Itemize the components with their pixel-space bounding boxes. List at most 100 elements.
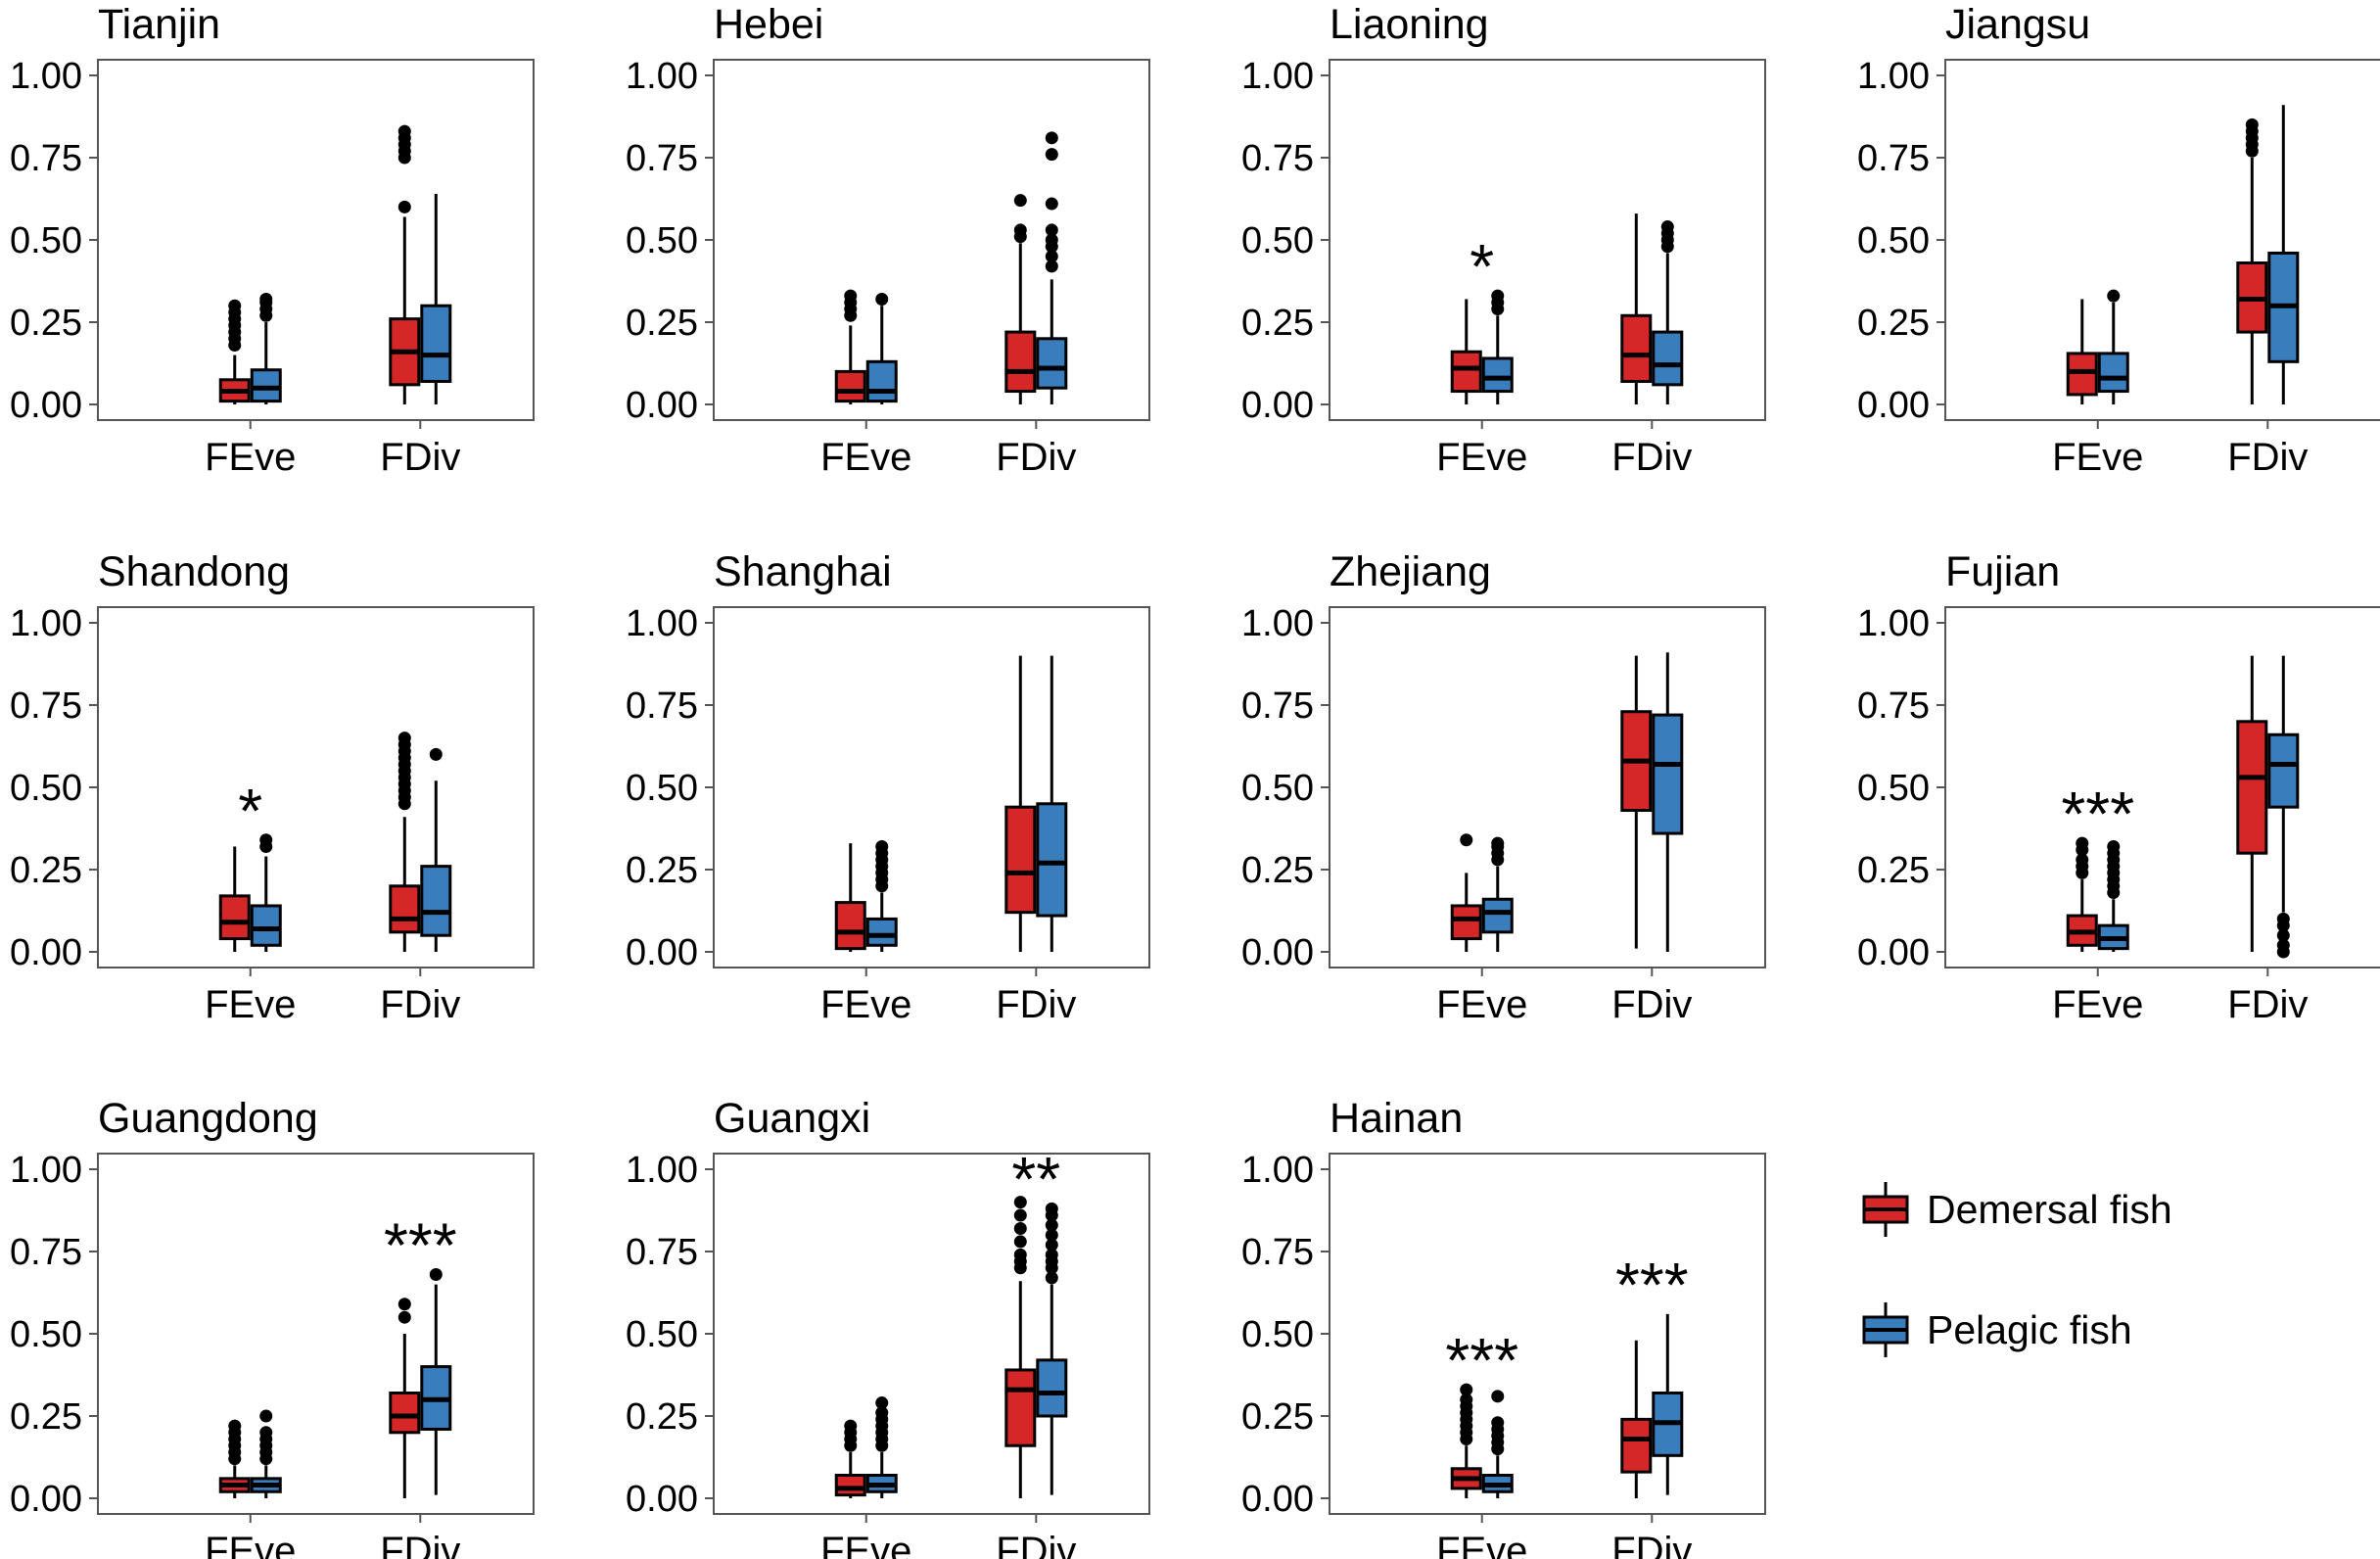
x-tick-label: FDiv	[2227, 983, 2308, 1026]
box-iqr	[1652, 713, 1684, 835]
outlier-point	[1045, 1202, 1058, 1215]
plot-frame	[1329, 1153, 1766, 1515]
box-iqr	[420, 304, 452, 383]
box-iqr	[1620, 1417, 1653, 1474]
y-tick-label: 0.50	[10, 220, 82, 261]
outlier-point	[1491, 1390, 1505, 1403]
outlier-point	[2076, 836, 2089, 850]
panel-title: Tianjin	[98, 1, 220, 48]
panel-jiangsu: Jiangsu 0.00 0.25 0.50 0.75 1.00 FEve FDiv	[1857, 1, 2380, 479]
box-demersal-fdiv	[1620, 655, 1653, 949]
outlier-point	[844, 1419, 858, 1433]
box-iqr	[1481, 897, 1514, 934]
box-pelagic-feve	[250, 1409, 282, 1498]
y-tick-label: 0.75	[1241, 138, 1314, 179]
y-tick-label: 0.50	[626, 1314, 698, 1355]
box-iqr	[1004, 1368, 1037, 1447]
outlier-point	[1045, 131, 1058, 145]
plot-frame	[97, 59, 535, 421]
y-tick-label: 0.50	[626, 220, 698, 261]
panel-title: Zhejiang	[1330, 548, 1491, 595]
box-pelagic-fdiv	[1652, 220, 1684, 404]
outlier-point	[1045, 233, 1058, 247]
x-tick-label: FEve	[820, 436, 911, 479]
box-demersal-fdiv	[1004, 194, 1037, 404]
outlier-point	[1045, 260, 1058, 273]
box-iqr	[1620, 313, 1653, 383]
outlier-point	[397, 200, 411, 213]
legend-label: Demersal fish	[1927, 1187, 2172, 1232]
x-tick-label: FEve	[1436, 983, 1527, 1026]
outlier-point	[1045, 1238, 1058, 1252]
x-tick-label: FDiv	[380, 436, 460, 479]
y-tick-label: 1.00	[1857, 603, 1930, 644]
outlier-point	[844, 289, 858, 303]
panel-title: Hebei	[714, 1, 823, 48]
box-demersal-fdiv	[1004, 1196, 1037, 1498]
box-pelagic-feve	[250, 292, 282, 404]
box-pelagic-fdiv	[2267, 655, 2300, 959]
panel-title: Shanghai	[714, 548, 892, 595]
x-tick-label: FEve	[205, 436, 296, 479]
plot-frame	[97, 1153, 535, 1515]
outlier-point	[875, 292, 889, 306]
box-iqr	[1652, 330, 1684, 387]
panel-hainan: Hainan 0.00 0.25 0.50 0.75 1.00 FEve FDiv *** ***	[1241, 1095, 1766, 1559]
significance-stars: *	[238, 776, 262, 846]
y-tick-label: 0.75	[10, 138, 82, 179]
panel-title: Liaoning	[1330, 1, 1489, 48]
box-demersal-fdiv	[1620, 1340, 1653, 1498]
y-tick-label: 0.00	[626, 1479, 698, 1520]
box-demersal-feve	[1450, 833, 1482, 952]
box-pelagic-fdiv	[1036, 655, 1068, 952]
y-tick-label: 0.25	[626, 850, 698, 891]
panel-guangxi: Guangxi 0.00 0.25 0.50 0.75 1.00 FEve FDiv **	[626, 1095, 1150, 1559]
x-tick-label: FEve	[820, 983, 911, 1026]
box-iqr	[1450, 904, 1482, 941]
x-tick-label: FDiv	[996, 1530, 1076, 1559]
box-demersal-feve	[834, 843, 866, 952]
y-tick-label: 1.00	[626, 1150, 698, 1191]
box-demersal-feve	[2066, 299, 2098, 404]
box-pelagic-feve	[1481, 1390, 1514, 1498]
y-tick-label: 0.25	[1241, 1396, 1314, 1438]
x-tick-label: FDiv	[1611, 436, 1692, 479]
plot-frame	[1329, 59, 1766, 421]
outlier-point	[2107, 289, 2121, 303]
box-demersal-feve	[2066, 836, 2098, 952]
box-pelagic-feve	[1481, 836, 1514, 952]
box-iqr	[2066, 352, 2098, 397]
y-tick-label: 1.00	[10, 603, 82, 644]
significance-stars: **	[1011, 1144, 1060, 1214]
x-tick-label: FDiv	[380, 983, 460, 1026]
outlier-point	[397, 124, 411, 138]
y-tick-label: 1.00	[1241, 603, 1314, 644]
box-demersal-feve	[218, 1419, 251, 1498]
outlier-point	[2276, 928, 2290, 942]
outlier-point	[228, 299, 242, 312]
plot-frame	[1329, 606, 1766, 968]
x-tick-label: FEve	[820, 1530, 911, 1559]
y-tick-label: 0.75	[626, 685, 698, 727]
box-iqr	[1481, 356, 1514, 394]
outlier-point	[1045, 148, 1058, 162]
outlier-point	[1491, 836, 1505, 850]
box-pelagic-feve	[865, 839, 898, 952]
box-demersal-feve	[834, 289, 866, 404]
outlier-point	[2076, 853, 2089, 867]
box-iqr	[2267, 732, 2300, 809]
y-tick-label: 0.50	[1241, 1314, 1314, 1355]
significance-stars: ***	[1615, 1250, 1689, 1320]
box-demersal-fdiv	[2236, 655, 2268, 952]
panel-title: Guangdong	[98, 1095, 318, 1142]
y-tick-label: 0.50	[1857, 220, 1930, 261]
outlier-point	[259, 292, 273, 306]
y-tick-label: 0.75	[626, 1232, 698, 1273]
plot-frame	[97, 606, 535, 968]
y-tick-label: 0.50	[1857, 768, 1930, 809]
outlier-point	[1045, 1271, 1058, 1285]
box-pelagic-fdiv	[420, 193, 452, 404]
box-demersal-fdiv	[389, 732, 421, 952]
plot-frame	[713, 606, 1150, 968]
